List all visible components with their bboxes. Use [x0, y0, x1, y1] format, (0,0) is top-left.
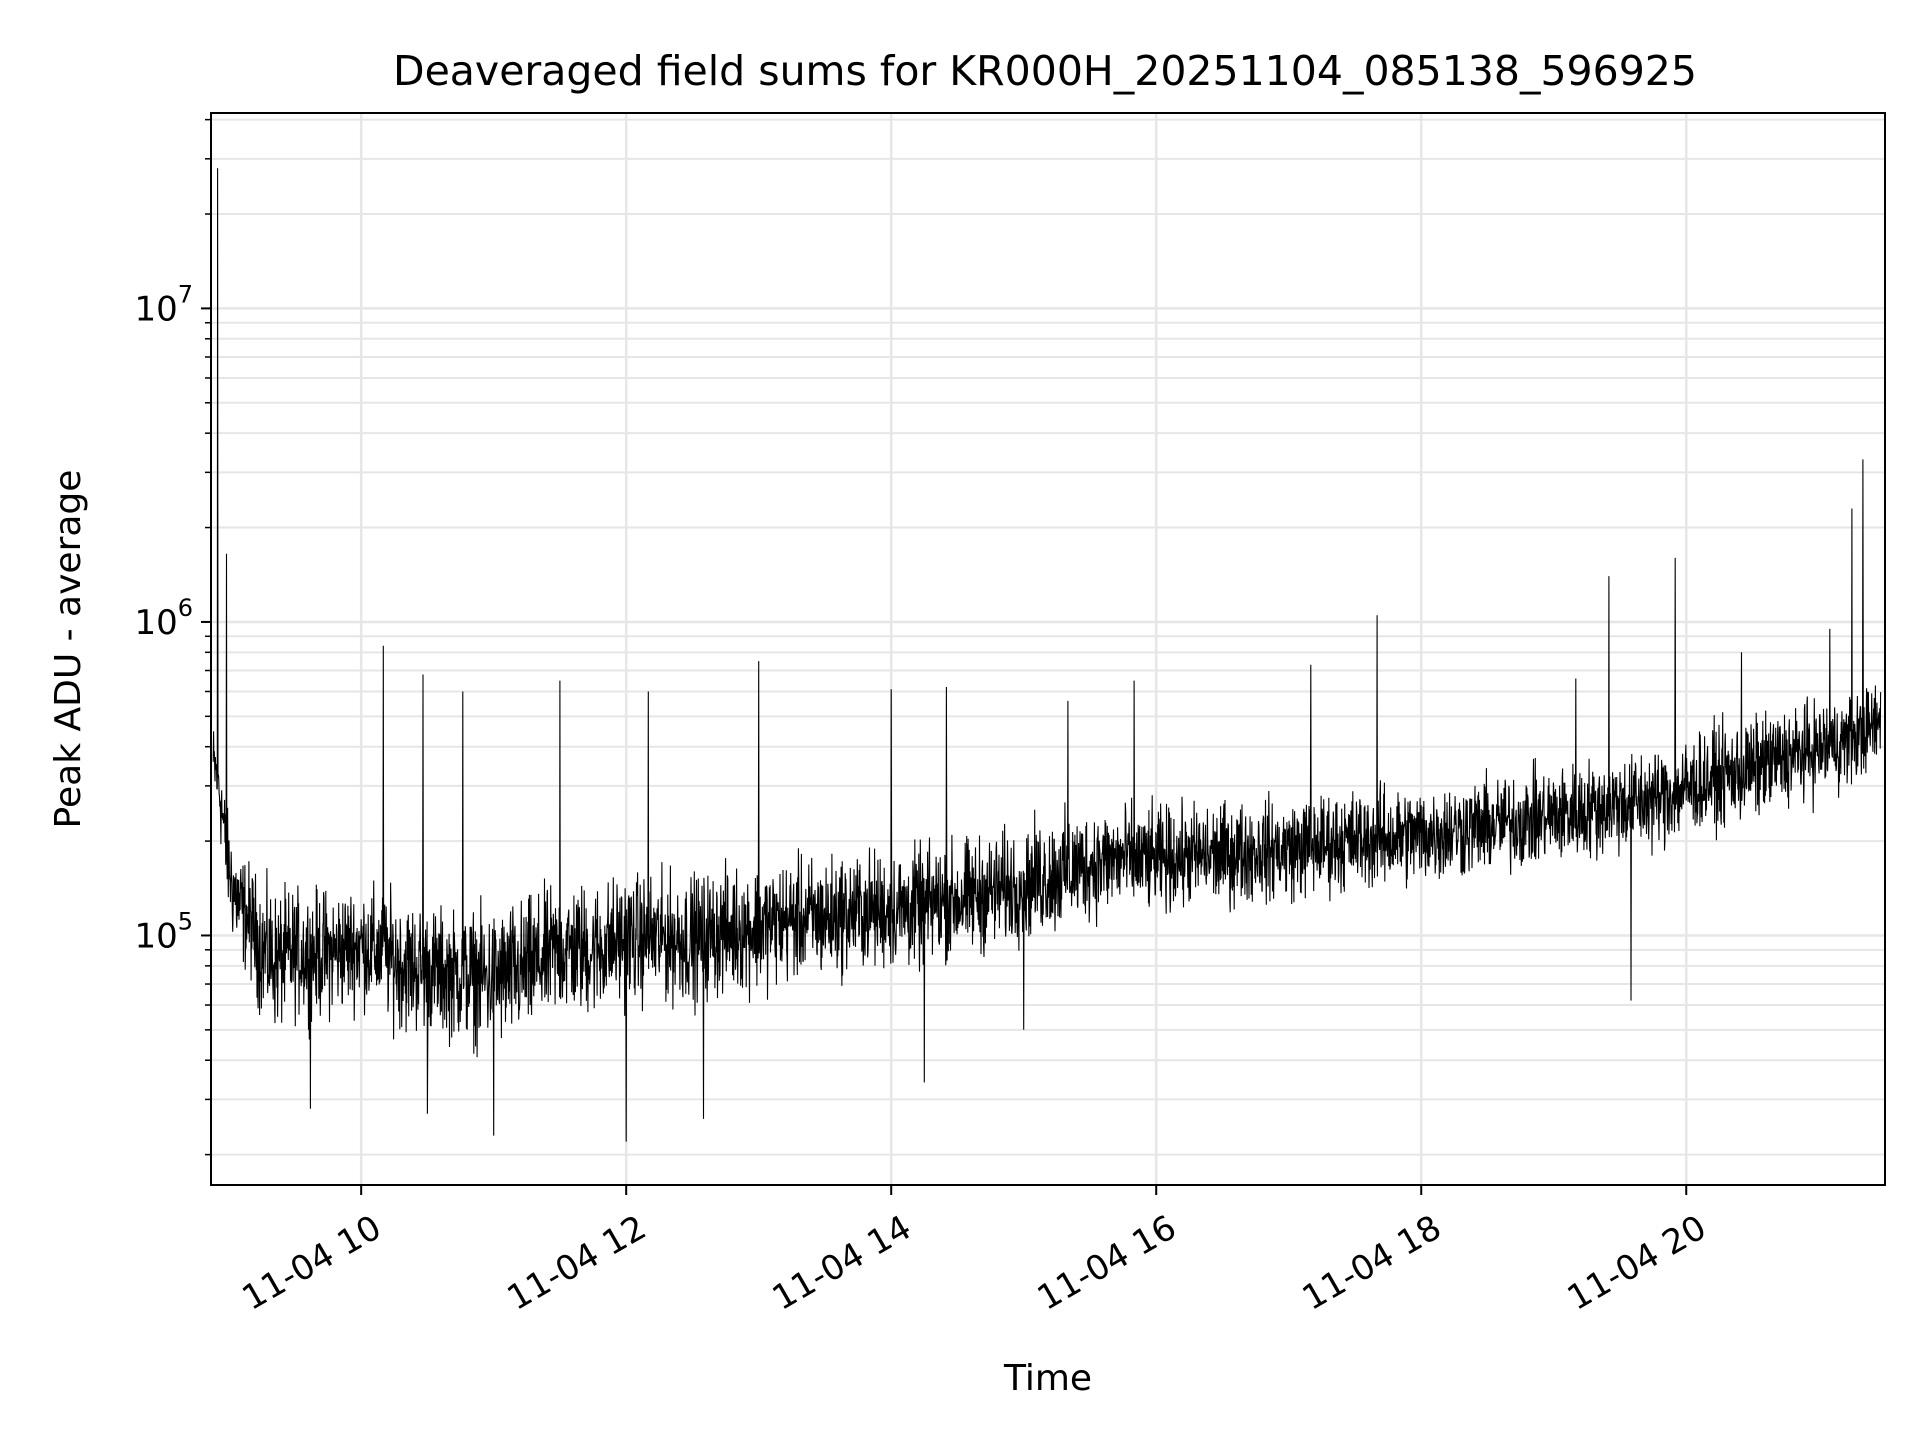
- series-path: [212, 168, 1882, 1142]
- y-tick-label: 106: [134, 594, 193, 643]
- y-tick-label: 107: [134, 280, 193, 329]
- y-tick-label: 105: [134, 907, 193, 956]
- plot-frame: [210, 112, 1886, 1186]
- chart-title: Deaveraged field sums for KR000H_2025110…: [393, 47, 1697, 95]
- x-axis-label: Time: [1003, 1358, 1092, 1399]
- series-line: [212, 168, 1882, 1142]
- y-axis-label: Peak ADU - average: [48, 470, 89, 829]
